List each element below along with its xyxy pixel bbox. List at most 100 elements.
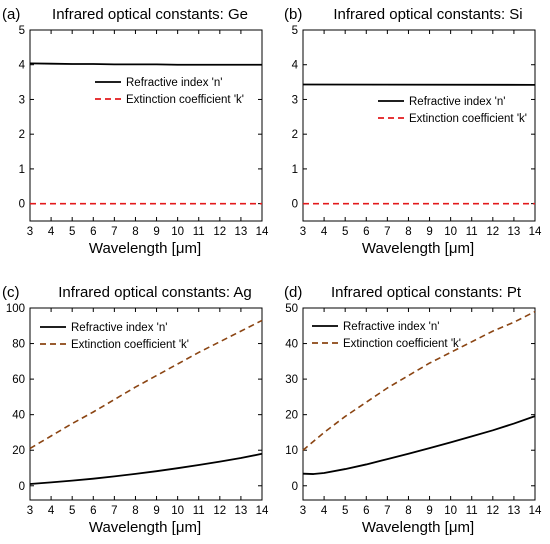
y-tick-label-d-2: 20 [285,410,298,422]
legend-label-b-1: Extinction coefficient 'k' [409,113,527,125]
y-tick-label-d-4: 40 [285,339,298,351]
y-tick-label-c-5: 100 [6,303,25,315]
x-tick-label-c-4: 7 [111,505,117,517]
y-tick-label-b-4: 4 [292,60,299,72]
y-tick-label-c-0: 0 [19,481,25,493]
x-tick-label-d-9: 12 [486,505,499,517]
y-tick-label-b-1: 1 [292,164,298,176]
x-tick-label-d-10: 13 [508,505,521,517]
panel-title-c: Infrared optical constants: Ag [58,284,251,301]
y-tick-label-c-1: 20 [12,445,25,457]
y-tick-label-a-5: 5 [19,25,25,37]
x-tick-label-d-11: 14 [529,505,542,517]
y-tick-label-a-2: 2 [19,129,25,141]
plot-frame-b [302,29,536,222]
x-tick-label-c-3: 6 [90,505,96,517]
refractive-line-a [29,62,262,66]
legend-label-a-0: Refractive index 'n' [126,77,222,89]
x-tick-label-d-0: 3 [300,505,306,517]
legend-label-c-1: Extinction coefficient 'k' [71,339,189,351]
y-tick-label-a-4: 4 [19,60,26,72]
x-tick-label-d-1: 4 [321,505,328,517]
x-tick-label-a-7: 10 [171,226,184,238]
panel-d: (d) Infrared optical constants: Pt Wavel… [284,284,542,536]
x-tick-label-a-10: 13 [235,226,248,238]
x-tick-label-c-0: 3 [27,505,33,517]
plot-frame-d [302,307,536,501]
panel-title-b: Infrared optical constants: Si [333,6,522,23]
extinction-line-d [302,310,536,451]
x-tick-label-c-11: 14 [256,505,269,517]
y-tick-label-d-0: 0 [292,481,298,493]
refractive-line-d [302,415,536,475]
x-tick-label-b-2: 5 [342,226,348,238]
x-tick-label-a-6: 9 [153,226,159,238]
x-tick-label-b-7: 10 [444,226,457,238]
legend-label-a-1: Extinction coefficient 'k' [126,94,244,106]
y-tick-label-b-3: 3 [292,94,298,106]
x-tick-label-a-11: 14 [256,226,269,238]
y-tick-label-d-3: 30 [285,374,298,386]
x-axis-label-d: Wavelength [μm] [362,519,474,536]
panel-label-b: (b) [284,6,302,23]
x-tick-label-a-2: 5 [69,226,75,238]
x-tick-label-a-9: 12 [213,226,226,238]
x-tick-label-c-6: 9 [153,505,159,517]
x-tick-label-c-5: 8 [132,505,138,517]
plot-frame-c [29,307,263,501]
x-tick-label-a-0: 3 [27,226,33,238]
x-tick-label-b-11: 14 [529,226,542,238]
extinction-line-c [29,319,263,450]
panel-title-a: Infrared optical constants: Ge [52,6,248,23]
y-tick-label-b-0: 0 [292,199,298,211]
panel-label-c: (c) [2,284,20,301]
legend-label-c-0: Refractive index 'n' [71,322,167,334]
x-tick-label-c-8: 11 [193,505,205,517]
x-tick-label-c-10: 13 [235,505,248,517]
y-tick-label-a-0: 0 [19,199,25,211]
x-tick-label-b-6: 9 [426,226,432,238]
y-tick-label-a-3: 3 [19,94,25,106]
x-tick-label-a-4: 7 [111,226,117,238]
x-tick-label-d-7: 10 [444,505,457,517]
panel-b: (b) Infrared optical constants: Si Wavel… [284,6,542,257]
x-tick-label-d-5: 8 [405,505,411,517]
x-tick-label-b-8: 11 [466,226,478,238]
y-tick-label-a-1: 1 [19,164,25,176]
panel-label-a: (a) [2,6,20,23]
x-tick-label-d-4: 7 [384,505,390,517]
y-tick-label-b-5: 5 [292,25,298,37]
plot-frame-a [29,29,263,222]
x-tick-label-b-3: 6 [363,226,369,238]
x-tick-label-b-1: 4 [321,226,328,238]
x-tick-label-c-2: 5 [69,505,75,517]
y-tick-label-b-2: 2 [292,129,298,141]
x-tick-label-b-9: 12 [486,226,499,238]
x-tick-label-d-6: 9 [426,505,432,517]
legend-label-d-0: Refractive index 'n' [343,321,439,333]
x-tick-label-b-4: 7 [384,226,390,238]
x-tick-label-d-3: 6 [363,505,369,517]
x-tick-label-b-0: 3 [300,226,306,238]
y-tick-label-d-1: 10 [285,445,298,457]
y-tick-label-d-5: 50 [285,303,298,315]
y-tick-label-c-3: 60 [12,374,25,386]
legend-label-d-1: Extinction coefficient 'k' [343,338,461,350]
x-axis-label-b: Wavelength [μm] [362,240,474,257]
x-tick-label-a-1: 4 [48,226,55,238]
y-tick-label-c-2: 40 [12,410,25,422]
x-tick-label-b-5: 8 [405,226,411,238]
panel-c: (c) Infrared optical constants: Ag Wavel… [2,284,269,536]
x-tick-label-c-1: 4 [48,505,55,517]
x-tick-label-d-2: 5 [342,505,348,517]
x-tick-label-b-10: 13 [508,226,521,238]
legend-label-b-0: Refractive index 'n' [409,96,505,108]
x-tick-label-d-8: 11 [466,505,478,517]
y-tick-label-c-4: 80 [12,339,25,351]
x-tick-label-a-3: 6 [90,226,96,238]
x-axis-label-c: Wavelength [μm] [89,519,201,536]
panel-label-d: (d) [284,284,302,301]
x-tick-label-a-8: 11 [193,226,205,238]
panel-title-d: Infrared optical constants: Pt [331,284,522,301]
